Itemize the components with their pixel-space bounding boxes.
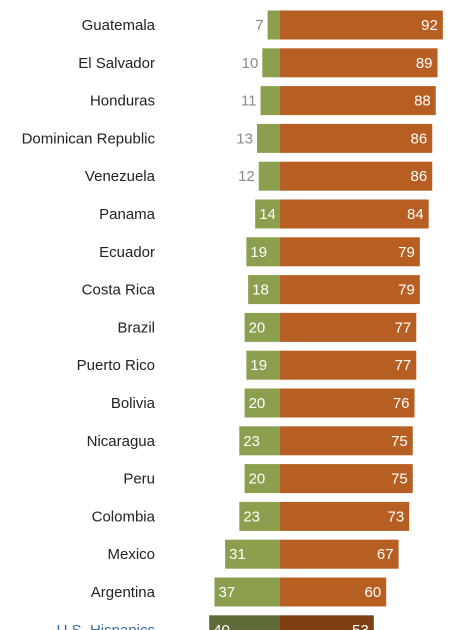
bar-right (280, 426, 413, 456)
value-label-left: 11 (241, 93, 257, 110)
bar-left (244, 312, 280, 342)
bar-right (280, 86, 436, 116)
value-label-right: 92 (421, 17, 438, 34)
value-label-left: 23 (243, 508, 260, 525)
value-label-left: 10 (242, 55, 259, 72)
category-label: Bolivia (111, 395, 156, 412)
value-label-left: 19 (250, 244, 267, 261)
category-label: Mexico (107, 546, 155, 563)
bar-right (280, 48, 438, 78)
value-label-left: 31 (229, 546, 246, 563)
category-label: Ecuador (99, 244, 155, 261)
value-label-left: 20 (249, 471, 266, 488)
bar-right (280, 312, 417, 342)
category-label: Colombia (92, 508, 156, 525)
category-label: Puerto Rico (77, 357, 155, 374)
value-label-right: 53 (352, 622, 369, 630)
bar-right (280, 539, 399, 569)
bar-right (280, 577, 387, 607)
bar-right (280, 10, 443, 40)
bar-right (280, 275, 420, 305)
value-label-right: 77 (395, 319, 412, 336)
category-label: Dominican Republic (22, 130, 156, 147)
value-label-left: 37 (219, 584, 236, 601)
category-label: Nicaragua (87, 433, 156, 450)
value-label-right: 86 (411, 130, 428, 147)
value-label-right: 76 (393, 395, 410, 412)
value-label-left: 40 (213, 622, 230, 630)
value-label-left: 14 (259, 206, 276, 223)
bar-right (280, 350, 417, 380)
value-label-right: 67 (377, 546, 394, 563)
value-label-right: 77 (395, 357, 412, 374)
category-label: Venezuela (85, 168, 156, 185)
category-label: Argentina (91, 584, 156, 601)
bar-left (260, 86, 280, 116)
value-label-right: 73 (388, 508, 405, 525)
value-label-left: 19 (250, 357, 267, 374)
category-label: U.S. Hispanics (57, 622, 155, 630)
bar-left (246, 350, 280, 380)
value-label-right: 84 (407, 206, 424, 223)
value-label-right: 86 (411, 168, 428, 185)
category-label: Peru (123, 471, 155, 488)
value-label-right: 75 (391, 433, 408, 450)
bar-right (280, 161, 433, 191)
value-label-left: 20 (249, 395, 266, 412)
bar-left (262, 48, 280, 78)
value-label-left: 20 (249, 319, 266, 336)
category-label: Brazil (117, 319, 155, 336)
value-label-left: 13 (236, 130, 253, 147)
bar-right (280, 464, 413, 494)
value-label-right: 60 (365, 584, 382, 601)
bar-left (246, 237, 280, 267)
category-label: Costa Rica (82, 282, 156, 299)
value-label-right: 79 (398, 282, 415, 299)
bar-left (244, 388, 280, 418)
value-label-left: 23 (243, 433, 260, 450)
bar-left (267, 10, 280, 40)
bar-left (209, 615, 280, 630)
bar-left (256, 123, 280, 153)
bar-right (280, 388, 415, 418)
bar-right (280, 237, 420, 267)
value-label-left: 18 (252, 282, 269, 299)
bar-left (239, 426, 280, 456)
bar-right (280, 123, 433, 153)
value-label-right: 88 (414, 93, 431, 110)
bar-left (214, 577, 280, 607)
bar-left (258, 161, 280, 191)
category-label: Guatemala (82, 17, 156, 34)
value-label-left: 7 (255, 17, 263, 34)
category-label: El Salvador (78, 55, 155, 72)
bar-left (244, 464, 280, 494)
value-label-right: 79 (398, 244, 415, 261)
value-label-right: 89 (416, 55, 433, 72)
category-label: Honduras (90, 93, 155, 110)
bar-right (280, 501, 410, 531)
value-label-right: 75 (391, 471, 408, 488)
category-label: Panama (99, 206, 156, 223)
bar-left (248, 275, 280, 305)
value-label-left: 12 (238, 168, 255, 185)
bar-left (239, 501, 280, 531)
bar-left (225, 539, 280, 569)
bar-right (280, 199, 429, 229)
bar-right (280, 615, 374, 630)
bar-left (255, 199, 280, 229)
